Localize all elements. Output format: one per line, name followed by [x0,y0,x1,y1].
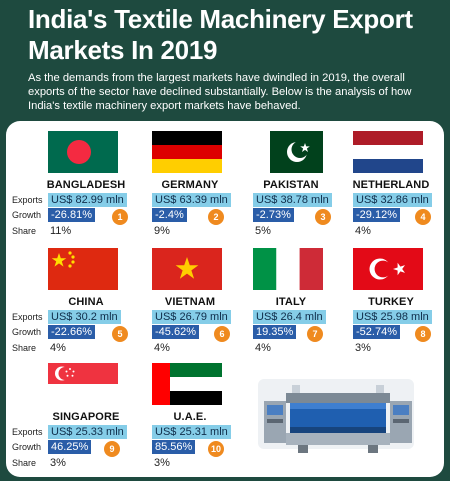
rank-badge: 4 [415,209,431,225]
exports-value: US$ 25.98 mln [353,310,432,324]
italy-flag-icon [253,248,323,290]
exports-label: Exports [12,312,43,322]
rank-badge: 8 [415,326,431,342]
rank-badge: 3 [315,209,331,225]
market-card-singapore: SINGAPORE Exports Growth Share US$ 25.33… [12,359,154,471]
country-name: PAKISTAN [263,179,319,191]
share-value: 3% [355,342,371,354]
vietnam-flag-icon [152,248,222,290]
rank-badge: 6 [214,326,230,342]
growth-value: 85.56% [152,440,196,454]
exports-value: US$ 30.2 mln [48,310,121,324]
exports-value: US$ 25.31 mln [152,425,231,439]
rank-badge: 9 [104,441,120,457]
growth-value: -2.73% [253,208,294,222]
uae-flag-icon [152,363,222,405]
market-card-uae: U.A.E. US$ 25.31 mln 85.56% 3% 10 [150,359,258,471]
exports-value: US$ 38.78 mln [253,193,332,207]
growth-value: -22.66% [48,325,95,339]
share-value: 4% [355,225,371,237]
country-name: SINGAPORE [52,411,120,423]
growth-label: Growth [12,210,42,220]
market-card-bangladesh: BANGLADESH Exports Growth Share US$ 82.9… [12,127,154,239]
page-subtitle: As the demands from the largest markets … [28,72,412,112]
exports-value: US$ 26.4 mln [253,310,326,324]
market-card-netherland: NETHERLAND US$ 32.86 mln -29.12% 4% 4 [351,127,450,239]
share-value: 3% [50,457,66,469]
market-card-italy: ITALY US$ 26.4 mln 19.35% 4% 7 [251,244,359,356]
exports-label: Exports [12,427,43,437]
rank-badge: 1 [112,209,128,225]
share-label: Share [12,458,37,468]
turkey-flag-icon [353,248,423,290]
growth-value: -29.12% [353,208,400,222]
share-label: Share [12,343,37,353]
bangladesh-flag-icon [48,131,118,173]
singapore-flag-icon [48,363,118,405]
market-card-turkey: TURKEY US$ 25.98 mln -52.74% 3% 8 [351,244,450,356]
exports-value: US$ 32.86 mln [353,193,432,207]
exports-value: US$ 26.79 mln [152,310,231,324]
growth-value: 46.25% [48,440,92,454]
country-name: BANGLADESH [46,179,126,191]
share-value: 4% [154,342,170,354]
share-value: 5% [255,225,271,237]
country-name: VIETNAM [164,296,216,308]
textile-machine-icon [258,371,420,463]
market-card-pakistan: PAKISTAN US$ 38.78 mln -2.73% 5% 3 [251,127,359,239]
share-value: 11% [50,225,72,237]
rank-badge: 5 [112,326,128,342]
growth-label: Growth [12,327,42,337]
rank-badge: 2 [208,209,224,225]
country-name: ITALY [275,296,307,308]
country-name: GERMANY [161,179,219,191]
exports-value: US$ 25.33 mln [48,425,127,439]
growth-value: 19.35% [253,325,297,339]
growth-value: -52.74% [353,325,400,339]
market-card-germany: GERMANY US$ 63.39 mln -2.4% 9% 2 [150,127,258,239]
share-label: Share [12,226,37,236]
share-value: 9% [154,225,170,237]
rank-badge: 10 [208,441,224,457]
share-value: 4% [255,342,271,354]
country-name: U.A.E. [173,411,207,423]
growth-value: -2.4% [152,208,187,222]
germany-flag-icon [152,131,222,173]
growth-value: -26.81% [48,208,95,222]
growth-label: Growth [12,442,42,452]
growth-value: -45.62% [152,325,199,339]
exports-value: US$ 82.99 mln [48,193,127,207]
country-name: TURKEY [368,296,414,308]
country-name: NETHERLAND [352,179,430,191]
exports-label: Exports [12,195,43,205]
rank-badge: 7 [307,326,323,342]
exports-value: US$ 63.39 mln [152,193,231,207]
country-name: CHINA [68,296,104,308]
netherlands-flag-icon [353,131,423,173]
page-title: India's Textile Machinery Export Markets… [28,4,413,65]
market-card-china: CHINA Exports Growth Share US$ 30.2 mln … [12,244,154,356]
china-flag-icon [48,248,118,290]
market-card-vietnam: VIETNAM US$ 26.79 mln -45.62% 4% 6 [150,244,258,356]
share-value: 4% [50,342,66,354]
markets-panel: BANGLADESH Exports Growth Share US$ 82.9… [6,121,444,477]
pakistan-flag-icon [253,131,323,173]
share-value: 3% [154,457,170,469]
